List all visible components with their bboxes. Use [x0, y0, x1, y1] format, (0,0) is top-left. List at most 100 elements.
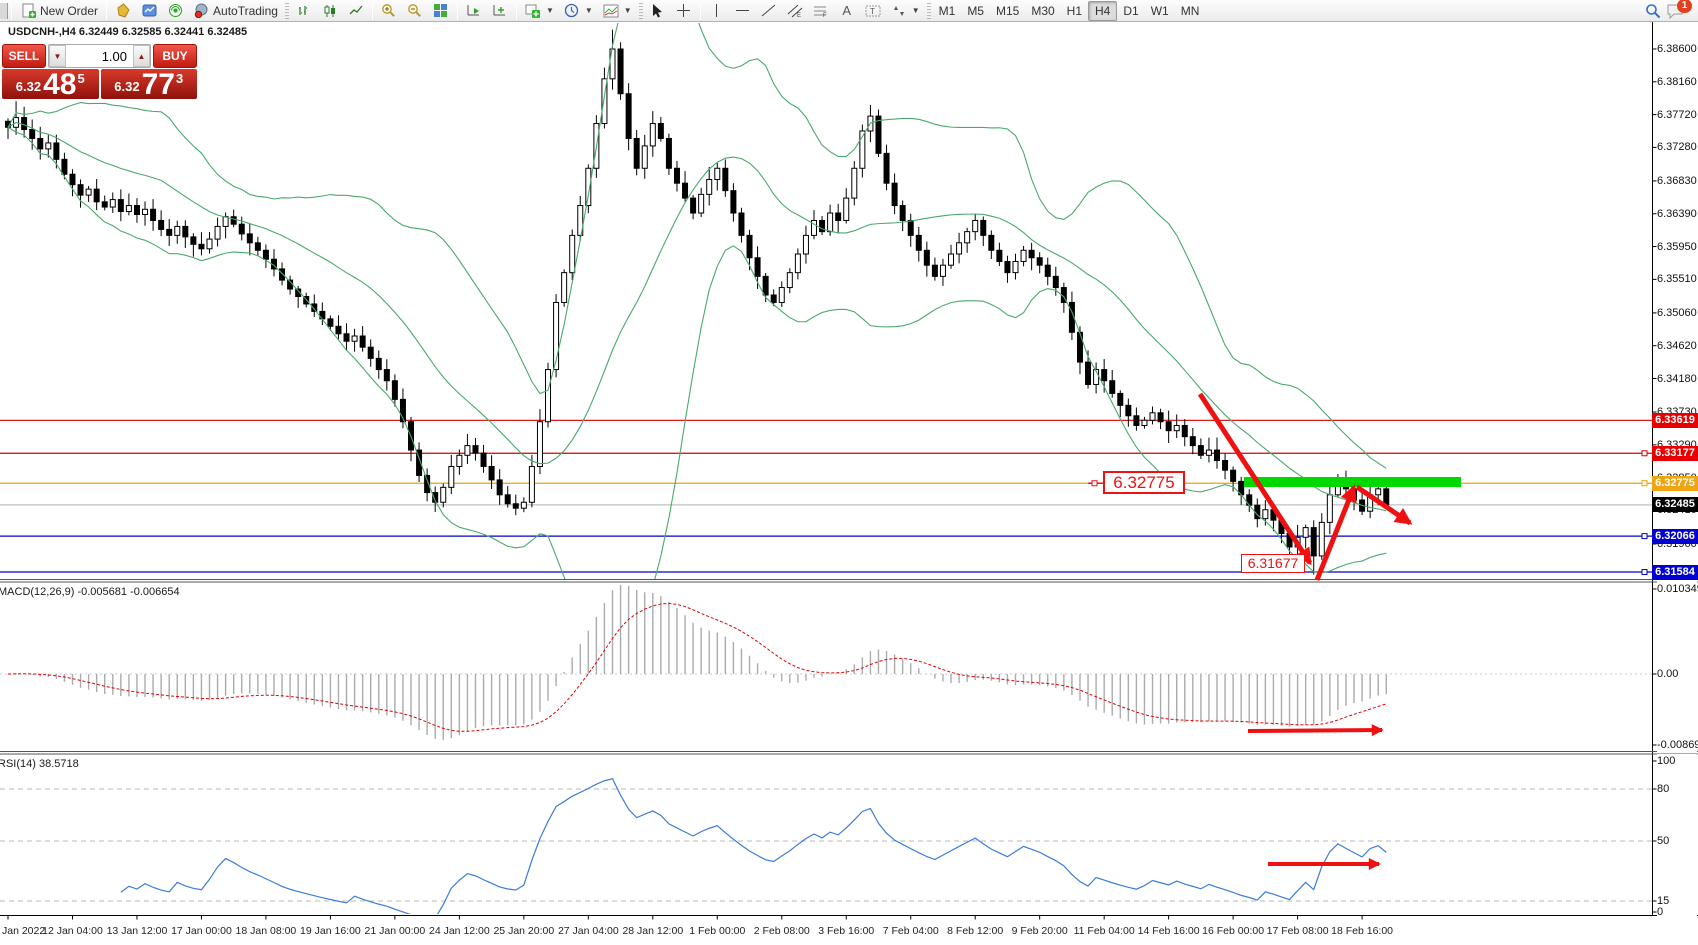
- candle-body: [633, 137, 640, 169]
- one-click-trading-panel: SELL ▼ ▲ BUY 6.32 48 5 6.32 77 3: [2, 44, 197, 100]
- candle-body: [851, 167, 858, 199]
- candle-body: [206, 238, 213, 250]
- autotrading-button[interactable]: AutoTrading: [188, 1, 283, 21]
- volume-input[interactable]: [66, 45, 133, 67]
- cursor-tool-button[interactable]: [645, 1, 671, 21]
- signals-button[interactable]: [162, 1, 188, 21]
- candle-body: [722, 167, 729, 192]
- auto-scroll-button[interactable]: [461, 1, 487, 21]
- candle-body: [1375, 488, 1382, 496]
- candle-body: [327, 318, 334, 327]
- date-tick-label: 25 Jan 20:00: [493, 925, 555, 937]
- line-chart-mode-button[interactable]: [343, 1, 369, 21]
- candle-body: [45, 142, 52, 150]
- candle-body: [996, 249, 1003, 262]
- timeframe-button-m1[interactable]: M1: [938, 3, 956, 18]
- separator: [515, 1, 517, 20]
- chart-shift-button[interactable]: [487, 1, 513, 21]
- timeframe-button-h4[interactable]: H4: [1088, 0, 1118, 21]
- buy-button[interactable]: BUY: [153, 44, 197, 68]
- candle-body: [714, 167, 721, 180]
- strategy-tester-button[interactable]: [136, 1, 162, 21]
- buy-price-sup: 3: [175, 71, 184, 86]
- line-handle[interactable]: [1091, 480, 1098, 487]
- candle-body: [85, 188, 92, 196]
- separator: [371, 1, 373, 20]
- volume-decrease-button[interactable]: ▼: [49, 45, 66, 67]
- search-button[interactable]: [1640, 1, 1666, 21]
- crosshair-tool-button[interactable]: [671, 1, 697, 21]
- notifications-button[interactable]: 1: [1666, 0, 1692, 21]
- timeframe-button-m5[interactable]: M5: [967, 3, 984, 18]
- line-handle[interactable]: [1641, 569, 1648, 576]
- template-dropdown[interactable]: ▼: [598, 1, 637, 21]
- price-level-badge: 6.32066: [1652, 528, 1698, 544]
- candle-body: [335, 325, 342, 335]
- period-dropdown[interactable]: ▼: [559, 1, 598, 21]
- timeframe-button-m15[interactable]: M15: [995, 3, 1020, 18]
- candle-body: [1157, 412, 1164, 423]
- date-tick-label: 18 Feb 16:00: [1331, 925, 1394, 937]
- timeframe-button-w1[interactable]: W1: [1150, 3, 1169, 18]
- metaeditor-button[interactable]: [110, 1, 136, 21]
- candle-body: [1020, 249, 1027, 262]
- macd-pane[interactable]: [0, 585, 1652, 740]
- clock-icon: [564, 3, 580, 19]
- candle-body: [1133, 415, 1140, 426]
- candle-body: [746, 234, 753, 259]
- vertical-line-tool[interactable]: [704, 1, 730, 21]
- horizontal-line-tool[interactable]: [730, 1, 756, 21]
- line-handle[interactable]: [1641, 480, 1648, 487]
- new-chart-dropdown[interactable]: ▼: [520, 1, 559, 21]
- text-tool[interactable]: A: [834, 1, 860, 21]
- candle-body: [262, 249, 269, 260]
- candle-body: [1125, 404, 1132, 417]
- candle-body: [158, 219, 165, 230]
- zoom-out-button[interactable]: [402, 1, 428, 21]
- arrows-tool-dropdown[interactable]: ▼: [886, 1, 925, 21]
- candle-body: [964, 231, 971, 244]
- toolbar-grip[interactable]: [926, 2, 931, 19]
- sell-button[interactable]: SELL: [2, 44, 46, 68]
- toolbar-grip[interactable]: [284, 2, 289, 19]
- cursor-icon: [650, 3, 666, 19]
- new-order-button[interactable]: New Order: [15, 1, 103, 21]
- channel-tool[interactable]: E: [782, 1, 808, 21]
- volume-increase-button[interactable]: ▲: [133, 45, 150, 67]
- candle-body: [29, 129, 36, 139]
- trendline-tool[interactable]: [756, 1, 782, 21]
- bar-chart-mode-button[interactable]: [291, 1, 317, 21]
- candle-body: [117, 199, 124, 213]
- timeframe-button-m30[interactable]: M30: [1031, 3, 1055, 18]
- date-tick-label: 2 Feb 08:00: [753, 925, 810, 937]
- line-handle[interactable]: [1641, 450, 1648, 457]
- date-tick-label: 17 Feb 08:00: [1266, 925, 1329, 937]
- toolbar-grip[interactable]: [638, 2, 643, 19]
- candle-body: [617, 48, 624, 95]
- rsi-pane[interactable]: [0, 778, 1652, 918]
- new-order-label: New Order: [40, 3, 99, 18]
- buy-price-display[interactable]: 6.32 77 3: [100, 69, 197, 100]
- zoom-in-button[interactable]: [376, 1, 402, 21]
- resistance-price-label[interactable]: 6.32775: [1103, 471, 1185, 494]
- fibonacci-tool[interactable]: F: [808, 1, 834, 21]
- line-handle[interactable]: [1641, 533, 1648, 540]
- support-price-label[interactable]: 6.31677: [1241, 554, 1305, 573]
- tile-windows-button[interactable]: [428, 1, 454, 21]
- candle-body: [142, 208, 149, 215]
- sell-price-display[interactable]: 6.32 48 5: [2, 69, 99, 100]
- candle-body: [1149, 412, 1156, 421]
- timeframe-button-d1[interactable]: D1: [1123, 3, 1139, 18]
- trend-arrow: [1314, 484, 1357, 581]
- candle-body: [657, 123, 664, 139]
- timeframe-button-mn[interactable]: MN: [1180, 3, 1200, 18]
- candlestick-mode-button[interactable]: [317, 1, 343, 21]
- sell-price-prefix: 6.32: [15, 79, 42, 94]
- timeframe-button-h1[interactable]: H1: [1066, 3, 1083, 18]
- text-label-tool[interactable]: T: [860, 1, 886, 21]
- svg-text:T: T: [870, 7, 875, 16]
- green-resistance-zone[interactable]: [1244, 477, 1461, 487]
- candle-body: [794, 253, 801, 274]
- main-pane[interactable]: [0, 0, 1652, 655]
